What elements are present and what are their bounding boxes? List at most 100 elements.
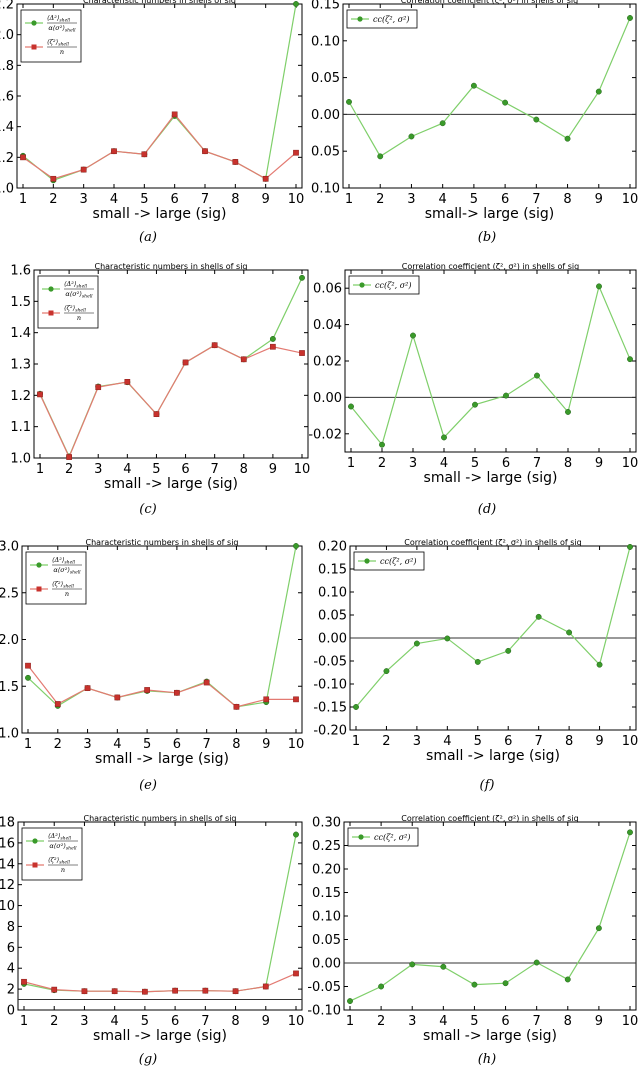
x-tick-label: 7 bbox=[203, 737, 211, 752]
data-point bbox=[471, 981, 478, 988]
data-point bbox=[470, 82, 477, 89]
data-point bbox=[171, 111, 178, 118]
x-tick-label: 8 bbox=[231, 1014, 239, 1029]
data-point bbox=[114, 694, 121, 701]
x-tick-label: 3 bbox=[408, 1014, 416, 1029]
x-tick-label: 9 bbox=[262, 737, 270, 752]
legend-box bbox=[25, 551, 87, 605]
x-tick-label: 5 bbox=[152, 462, 160, 477]
x-tick-label: 2 bbox=[65, 462, 73, 477]
data-point bbox=[293, 831, 299, 838]
x-axis-label: small-> large (sig) bbox=[425, 206, 554, 222]
chart-b: Correlation coefficient (ζ², σ²) in shel… bbox=[311, 0, 638, 222]
x-tick-label: 8 bbox=[232, 737, 240, 752]
panel-caption: (f) bbox=[480, 778, 495, 793]
x-axis-label: small -> large (sig) bbox=[426, 748, 560, 764]
panel-caption: (g) bbox=[139, 1052, 157, 1067]
chart-title: Characteristic numbers in shells of sig bbox=[84, 814, 237, 823]
data-point bbox=[535, 613, 542, 620]
x-tick-label: 1 bbox=[352, 734, 360, 749]
data-point bbox=[413, 640, 420, 647]
data-point bbox=[595, 88, 602, 95]
legend-denominator: n bbox=[60, 48, 64, 56]
legend-marker bbox=[31, 20, 37, 26]
series-0 bbox=[347, 829, 633, 1005]
legend-box bbox=[37, 275, 99, 329]
x-tick-label: 7 bbox=[535, 734, 543, 749]
x-tick-label: 1 bbox=[347, 456, 355, 471]
x-tick-label: 6 bbox=[501, 1014, 509, 1029]
legend-denominator: α⟨σ²⟩shell bbox=[48, 24, 76, 34]
data-point bbox=[111, 148, 117, 155]
chart-title: Correlation coefficient (ζ², σ²) in shel… bbox=[404, 538, 581, 547]
data-point bbox=[565, 409, 571, 415]
y-tick-label: 1.4 bbox=[10, 326, 31, 341]
data-point bbox=[153, 411, 160, 417]
data-point bbox=[353, 704, 359, 710]
data-point bbox=[262, 175, 269, 182]
y-tick-label: 0.00 bbox=[311, 108, 340, 123]
y-tick-label: 8 bbox=[7, 920, 15, 935]
y-tick-label: 12 bbox=[0, 878, 15, 893]
y-tick-label: 10 bbox=[0, 899, 15, 914]
legend-box bbox=[346, 9, 418, 29]
legend: cc(ζ², σ²) bbox=[347, 827, 419, 847]
x-tick-label: 4 bbox=[111, 1014, 119, 1029]
data-point bbox=[596, 661, 603, 668]
data-point bbox=[203, 679, 210, 686]
y-tick-label: 2.0 bbox=[0, 633, 19, 648]
legend-marker bbox=[48, 286, 54, 292]
x-tick-label: 1 bbox=[346, 1014, 354, 1029]
y-tick-label: 18 bbox=[0, 816, 15, 831]
x-tick-label: 8 bbox=[563, 192, 571, 207]
data-point bbox=[141, 151, 148, 158]
data-point bbox=[25, 662, 31, 669]
x-tick-label: 2 bbox=[377, 1014, 385, 1029]
data-point bbox=[627, 15, 633, 21]
x-tick-label: 9 bbox=[269, 462, 277, 477]
legend-numerator: ⟨ζ²⟩shell bbox=[52, 580, 75, 590]
y-tick-label: 0.06 bbox=[313, 282, 342, 297]
data-point bbox=[533, 959, 540, 966]
data-point bbox=[472, 401, 478, 408]
data-point bbox=[202, 987, 209, 994]
data-point bbox=[379, 441, 385, 448]
x-axis-label: small -> large (sig) bbox=[93, 1028, 227, 1044]
x-tick-label: 10 bbox=[294, 462, 311, 477]
x-tick-label: 10 bbox=[288, 1014, 305, 1029]
data-point bbox=[172, 987, 178, 994]
y-tick-label: 0.20 bbox=[318, 540, 347, 555]
y-tick-label: -0.20 bbox=[313, 724, 347, 739]
x-tick-label: 6 bbox=[502, 456, 510, 471]
data-point bbox=[299, 274, 305, 281]
x-tick-label: 3 bbox=[94, 462, 102, 477]
data-point bbox=[50, 175, 57, 182]
legend-numerator: ⟨Δ²⟩shell bbox=[52, 556, 76, 566]
x-tick-label: 3 bbox=[80, 192, 88, 207]
legend-marker bbox=[48, 310, 54, 316]
y-tick-label: 1.1 bbox=[10, 420, 31, 435]
y-tick-label: 0.05 bbox=[311, 145, 340, 160]
x-tick-label: 5 bbox=[471, 456, 479, 471]
y-tick-label: 1.6 bbox=[0, 90, 14, 105]
legend-denominator: α⟨σ²⟩shell bbox=[65, 290, 93, 300]
panel-caption: (c) bbox=[139, 502, 156, 517]
series-1 bbox=[25, 662, 299, 710]
x-tick-label: 2 bbox=[54, 737, 62, 752]
series-line bbox=[27, 665, 296, 708]
x-tick-label: 3 bbox=[80, 1014, 88, 1029]
x-tick-label: 8 bbox=[564, 1014, 572, 1029]
legend-numerator: ⟨Δ²⟩shell bbox=[48, 832, 72, 842]
data-point bbox=[51, 986, 58, 993]
x-tick-label: 5 bbox=[470, 1014, 478, 1029]
legend-marker bbox=[32, 838, 38, 844]
y-tick-label: 0.25 bbox=[312, 839, 341, 854]
data-point bbox=[505, 647, 512, 654]
legend-box bbox=[21, 827, 83, 881]
data-point bbox=[202, 148, 208, 155]
data-point bbox=[211, 342, 218, 349]
data-point bbox=[408, 133, 415, 140]
x-tick-label: 10 bbox=[622, 192, 639, 207]
